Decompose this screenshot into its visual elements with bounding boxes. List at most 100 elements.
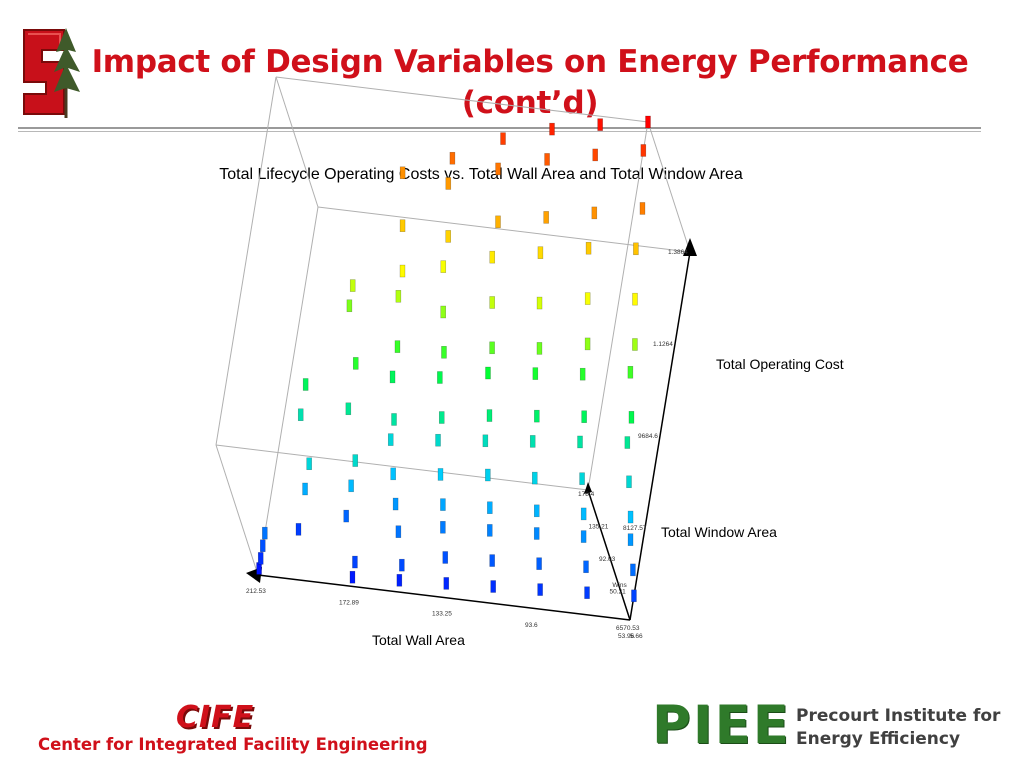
data-point bbox=[389, 370, 396, 384]
data-point bbox=[395, 290, 402, 303]
data-point bbox=[633, 242, 639, 256]
slide-title: Impact of Design Variables on Energy Per… bbox=[80, 42, 980, 124]
data-point bbox=[544, 153, 550, 166]
data-point bbox=[399, 558, 405, 572]
data-point bbox=[532, 471, 538, 485]
data-point bbox=[395, 525, 402, 538]
data-point bbox=[306, 457, 312, 471]
title-divider-thin bbox=[18, 131, 981, 132]
data-point bbox=[392, 497, 399, 511]
data-point bbox=[387, 433, 394, 446]
box-edge bbox=[587, 121, 649, 491]
slide-title-line2: (cont’d) bbox=[461, 85, 599, 121]
x-tick-label: 93.6 bbox=[525, 622, 538, 629]
data-point bbox=[631, 589, 637, 603]
data-point bbox=[489, 250, 496, 264]
y-axis-arrow bbox=[584, 482, 592, 494]
data-point bbox=[443, 577, 450, 590]
data-point bbox=[345, 402, 352, 416]
y-tick-label: 135.21 bbox=[589, 524, 609, 531]
y-tick-label: 50.21 bbox=[610, 589, 627, 596]
slide-title-line1: Impact of Design Variables on Energy Per… bbox=[91, 44, 969, 80]
data-point bbox=[485, 366, 491, 380]
chart-points bbox=[256, 115, 651, 603]
z-axis-arrow bbox=[683, 238, 697, 256]
chart-ticks: 212.53 172.89 133.25 93.6 53.965.66 50.21 92.0… bbox=[246, 249, 688, 640]
z-axis-label: Total Operating Cost bbox=[716, 356, 844, 372]
data-point bbox=[627, 533, 634, 546]
title-divider bbox=[18, 127, 981, 129]
data-point bbox=[352, 454, 359, 467]
data-point bbox=[442, 551, 449, 564]
data-point bbox=[549, 122, 555, 136]
cife-logo: CIFE bbox=[176, 700, 255, 735]
z-axis-line bbox=[629, 251, 691, 621]
data-point bbox=[257, 552, 264, 565]
x-tick-label: 172.89 bbox=[339, 599, 359, 606]
data-point bbox=[580, 530, 587, 543]
data-point bbox=[440, 260, 447, 273]
y-tick-label: 5.66 bbox=[630, 633, 643, 640]
piee-logo: PIEE bbox=[652, 695, 791, 756]
data-point bbox=[597, 118, 603, 131]
data-point bbox=[295, 523, 302, 536]
data-point bbox=[348, 479, 354, 493]
data-point bbox=[302, 482, 308, 496]
data-point bbox=[627, 510, 634, 524]
data-point bbox=[543, 211, 549, 224]
data-point bbox=[591, 206, 598, 220]
z-tick-label: 1.1264 bbox=[653, 341, 673, 348]
data-point bbox=[537, 246, 544, 259]
data-point bbox=[349, 279, 356, 292]
data-point bbox=[495, 162, 501, 176]
x-axis-line bbox=[257, 574, 631, 621]
chart-axes bbox=[246, 238, 697, 621]
data-point bbox=[579, 472, 585, 485]
data-point bbox=[580, 507, 587, 521]
data-point bbox=[349, 570, 356, 584]
data-point bbox=[592, 148, 598, 162]
data-point bbox=[639, 202, 646, 215]
data-point bbox=[487, 524, 493, 537]
x-tick-label: 133.25 bbox=[432, 611, 452, 618]
data-point bbox=[485, 468, 491, 482]
data-point bbox=[645, 115, 651, 129]
cife-subtitle: Center for Integrated Facility Engineeri… bbox=[38, 735, 428, 754]
data-point bbox=[626, 475, 632, 489]
data-point bbox=[585, 241, 592, 255]
data-point bbox=[536, 557, 542, 570]
data-point bbox=[500, 132, 506, 145]
data-point bbox=[394, 340, 401, 353]
data-point bbox=[490, 580, 496, 593]
data-point bbox=[486, 409, 493, 422]
data-point bbox=[536, 296, 543, 310]
stanford-logo bbox=[23, 28, 80, 118]
data-point bbox=[584, 586, 590, 599]
data-point bbox=[352, 555, 358, 569]
data-point bbox=[624, 436, 631, 449]
data-point bbox=[260, 539, 266, 553]
data-point bbox=[630, 563, 636, 577]
data-point bbox=[640, 144, 647, 157]
data-point bbox=[262, 526, 268, 540]
data-point bbox=[532, 367, 539, 380]
z-tick-label: 9684.6 bbox=[638, 433, 658, 440]
data-point bbox=[437, 371, 443, 384]
data-point bbox=[632, 292, 638, 306]
piee-subtitle-line1: Precourt Institute for bbox=[796, 706, 1001, 726]
data-point bbox=[445, 177, 452, 190]
data-point bbox=[440, 498, 446, 511]
box-edge bbox=[275, 76, 649, 123]
data-point bbox=[346, 299, 353, 313]
box-edge bbox=[215, 444, 259, 576]
y-tick-label: 92.03 bbox=[599, 556, 616, 563]
data-point bbox=[391, 413, 397, 426]
data-point bbox=[628, 411, 635, 424]
x-tick-label: 212.53 bbox=[246, 588, 266, 595]
data-point bbox=[627, 365, 634, 379]
box-edge bbox=[647, 121, 691, 253]
data-point bbox=[396, 574, 403, 587]
data-point bbox=[343, 509, 349, 523]
data-point bbox=[390, 467, 396, 481]
